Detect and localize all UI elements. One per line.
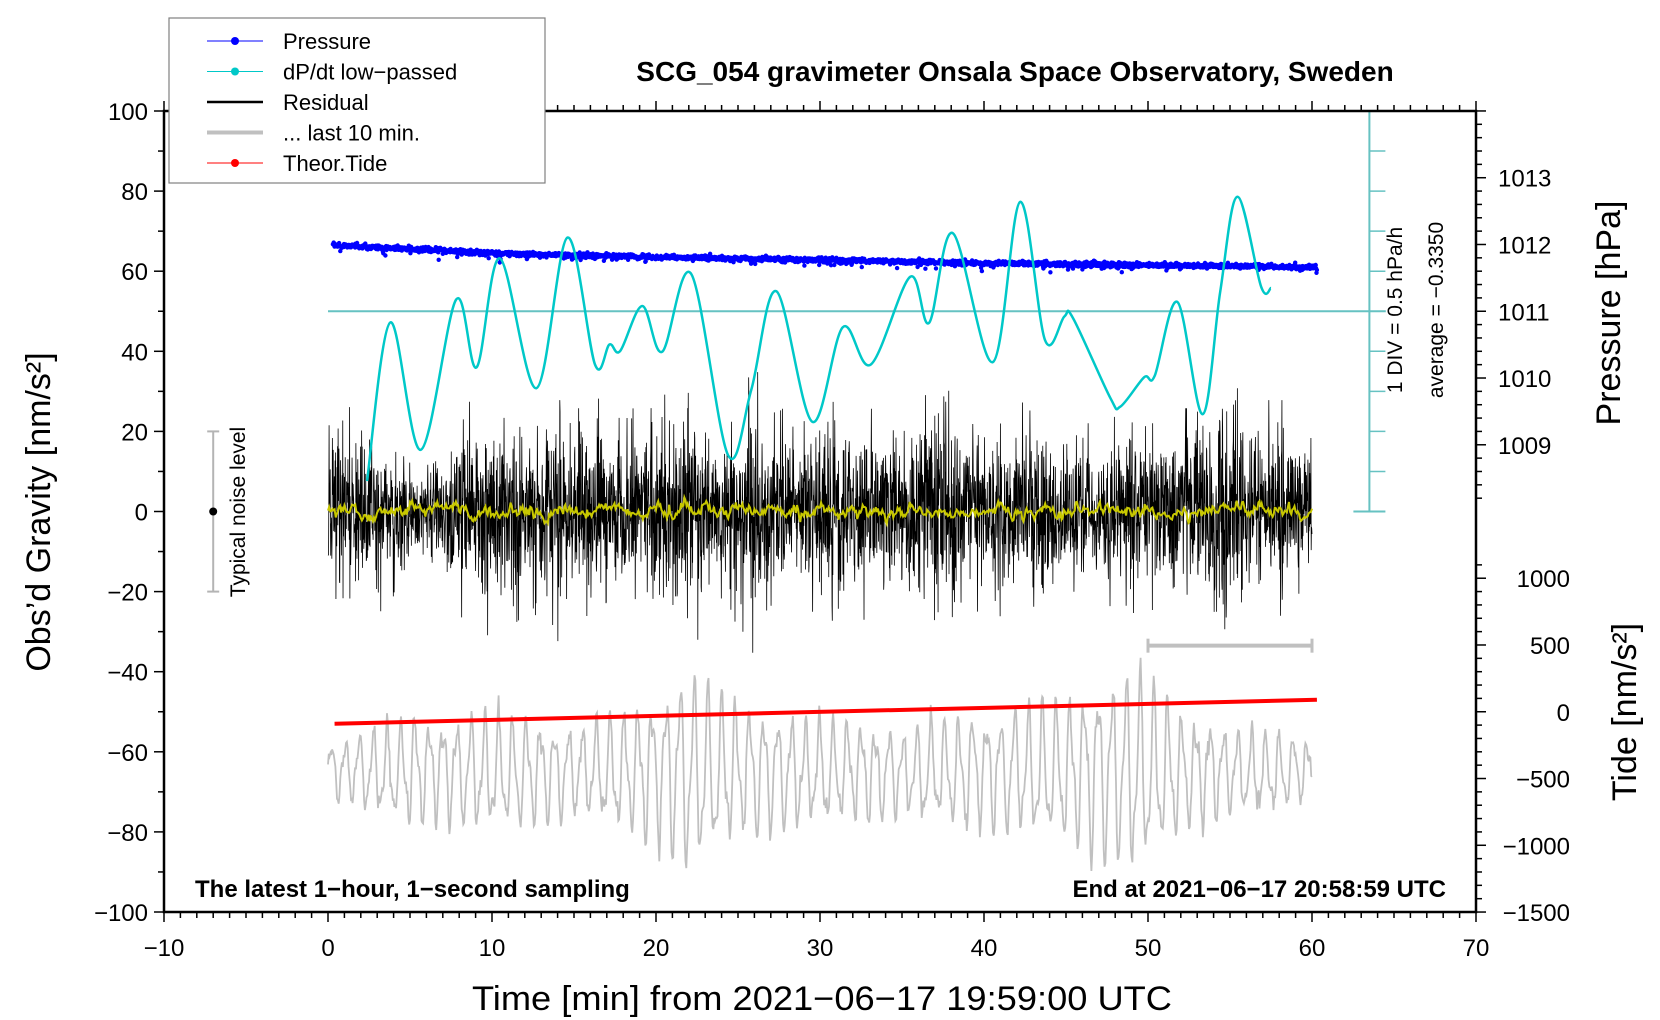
sampling-note: The latest 1−hour, 1−second sampling bbox=[195, 876, 630, 903]
legend-marker bbox=[231, 37, 239, 45]
legend-item: ... last 10 min. bbox=[207, 121, 420, 146]
legend-label: Theor.Tide bbox=[283, 151, 387, 176]
tide-tick-label: 500 bbox=[1530, 633, 1570, 660]
x-tick-label: 10 bbox=[479, 935, 506, 962]
pressure-axis-title: Pressure [hPa] bbox=[1590, 201, 1628, 426]
legend-item: Pressure bbox=[207, 29, 371, 54]
pressure-point bbox=[894, 265, 900, 271]
pressure-point bbox=[1080, 267, 1085, 272]
x-tick-label: 20 bbox=[643, 935, 670, 962]
legend-marker bbox=[231, 159, 239, 167]
div-scale-label: 1 DIV = 0.5 hPa/h bbox=[1384, 227, 1407, 393]
x-tick-label: 40 bbox=[971, 935, 998, 962]
residual-smoothed-line bbox=[327, 493, 1313, 528]
pressure-tick-label: 1010 bbox=[1498, 366, 1551, 393]
y-tick-label: 0 bbox=[135, 500, 148, 527]
dpdt-line bbox=[365, 195, 1273, 482]
pressure-point bbox=[1313, 262, 1318, 268]
pressure-point bbox=[1293, 260, 1298, 265]
tide-tick-label: −1500 bbox=[1503, 900, 1570, 927]
y-axis-title: Obs’d Gravity [nm/s²] bbox=[20, 352, 58, 671]
pressure-point bbox=[383, 253, 388, 258]
pressure-tick-label: 1009 bbox=[1498, 433, 1551, 460]
pressure-tick-label: 1013 bbox=[1498, 166, 1551, 193]
y-tick-label: −100 bbox=[94, 900, 148, 927]
legend: Pressure dP/dt low−passed Residual ... last… bbox=[168, 17, 546, 184]
legend-item: Theor.Tide bbox=[207, 151, 387, 176]
y-tick-label: −60 bbox=[107, 740, 148, 767]
y-tick-label: 100 bbox=[108, 99, 148, 126]
pressure-point bbox=[1048, 270, 1053, 275]
y-tick-label: 20 bbox=[121, 419, 148, 446]
pressure-point bbox=[643, 259, 648, 264]
pressure-point bbox=[832, 262, 837, 268]
pressure-point bbox=[1070, 266, 1076, 271]
pressure-tick-label: 1011 bbox=[1498, 299, 1550, 326]
tide-axis-title: Tide [nm/s²] bbox=[1606, 623, 1644, 801]
x-tick-label: 50 bbox=[1135, 935, 1162, 962]
legend-box bbox=[168, 17, 546, 184]
x-tick-label: 70 bbox=[1463, 935, 1490, 962]
legend-item: dP/dt low−passed bbox=[207, 60, 457, 85]
chart-title: SCG_054 gravimeter Onsala Space Observat… bbox=[636, 56, 1393, 87]
pressure-point bbox=[933, 266, 939, 271]
pressure-tick-label: 1012 bbox=[1498, 232, 1551, 259]
tide-tick-label: −500 bbox=[1516, 767, 1570, 794]
legend-label: Residual bbox=[283, 90, 369, 115]
tide-tick-label: 1000 bbox=[1517, 566, 1570, 593]
x-tick-label: 0 bbox=[321, 935, 334, 962]
legend-label: Pressure bbox=[283, 29, 371, 54]
tide-tick-label: −1000 bbox=[1503, 833, 1570, 860]
pressure-point bbox=[828, 263, 834, 268]
pressure-point bbox=[802, 263, 807, 268]
end-time-note: End at 2021−06−17 20:58:59 UTC bbox=[1072, 876, 1446, 903]
x-tick-label: 30 bbox=[807, 935, 834, 962]
y-tick-label: −40 bbox=[107, 660, 148, 687]
x-tick-label: 60 bbox=[1299, 935, 1326, 962]
pressure-points bbox=[330, 240, 1320, 275]
pressure-point bbox=[1065, 267, 1071, 272]
legend-item: Residual bbox=[207, 90, 369, 115]
noise-level-label: Typical noise level bbox=[227, 427, 250, 597]
legend-marker bbox=[231, 67, 239, 76]
pressure-point bbox=[859, 264, 864, 270]
pressure-point bbox=[915, 264, 920, 270]
plot-marks bbox=[207, 110, 1386, 872]
y-tick-label: −80 bbox=[107, 820, 148, 847]
noise-bar-center-dot bbox=[209, 507, 218, 516]
y-tick-label: 40 bbox=[121, 339, 148, 366]
pressure-point bbox=[979, 268, 985, 274]
axes: −10 0 10 20 30 40 50 60 70100806040200−20−40−60−… bbox=[94, 99, 1570, 962]
last10-line bbox=[327, 657, 1313, 872]
legend-label: dP/dt low−passed bbox=[283, 60, 457, 85]
y-tick-label: 80 bbox=[121, 179, 148, 206]
residual-line bbox=[327, 372, 1313, 653]
y-tick-label: −20 bbox=[107, 580, 148, 607]
pressure-point bbox=[486, 256, 491, 261]
pressure-point bbox=[753, 261, 758, 267]
average-label: average = −0.3350 bbox=[1425, 222, 1448, 398]
legend-label: ... last 10 min. bbox=[283, 121, 420, 146]
x-tick-label: −10 bbox=[144, 935, 185, 962]
x-axis-title: Time [min] from 2021−06−17 19:59:00 UTC bbox=[472, 980, 1172, 1018]
theor-tide-line bbox=[334, 697, 1317, 726]
y-tick-label: 60 bbox=[121, 259, 148, 286]
pressure-point bbox=[1314, 267, 1320, 273]
pressure-point bbox=[923, 266, 928, 271]
pressure-point bbox=[1119, 270, 1125, 275]
tide-tick-label: 0 bbox=[1557, 700, 1570, 727]
pressure-point bbox=[455, 254, 460, 260]
pressure-point bbox=[436, 257, 441, 262]
